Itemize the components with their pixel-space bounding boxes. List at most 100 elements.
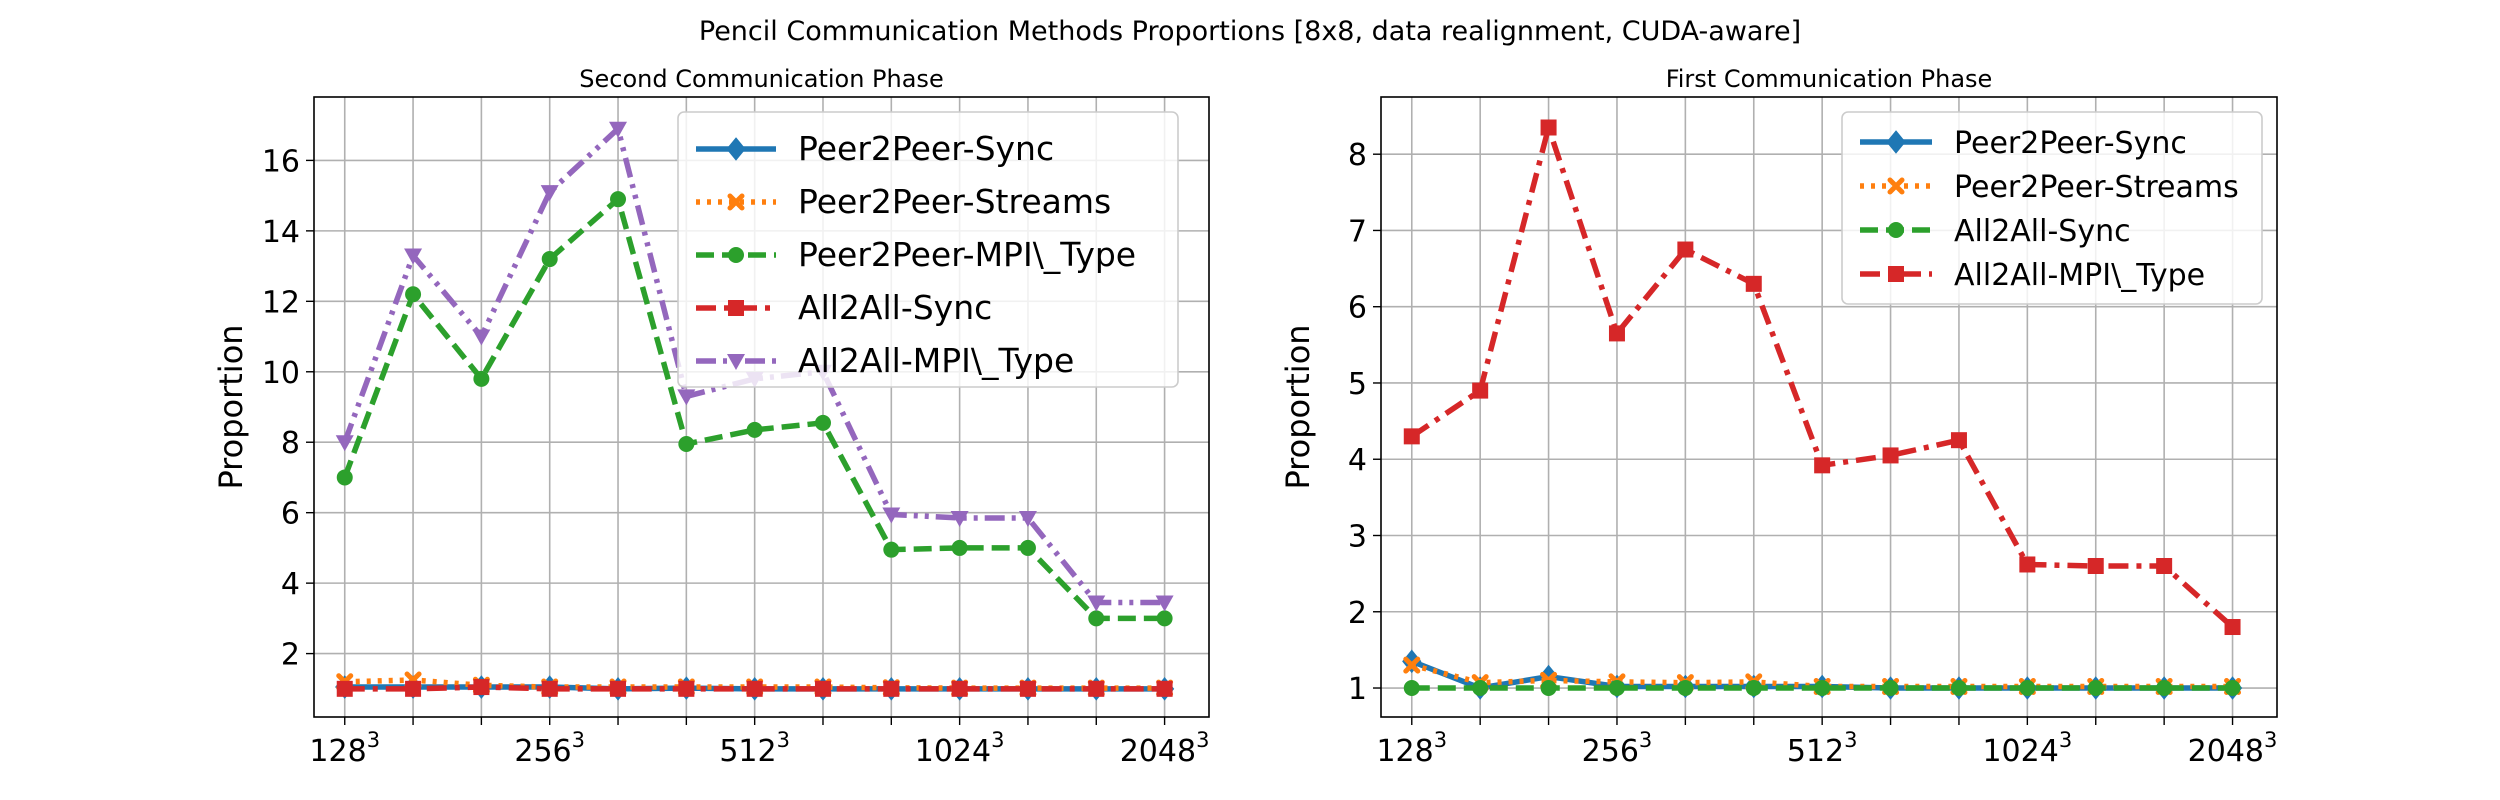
x-tick-label: 2563 bbox=[1582, 728, 1653, 769]
data-point bbox=[746, 421, 763, 438]
data-point bbox=[883, 680, 900, 697]
chart-first-communication-phase: First Communication Phase 1 2 3 4 5 6 7 8 1283 256… bbox=[1279, 65, 2278, 769]
legend-marker bbox=[726, 137, 746, 161]
legend-item-all2all-sync: All2All-Sync bbox=[1860, 214, 2131, 249]
legend-marker bbox=[1888, 266, 1904, 282]
y-tick-label: 1 bbox=[1348, 672, 1367, 707]
data-point bbox=[951, 680, 968, 697]
y-tick-label: 8 bbox=[281, 426, 300, 461]
plot-title: Second Communication Phase bbox=[579, 65, 943, 93]
x-tick-label: 10243 bbox=[915, 728, 1005, 769]
legend-box bbox=[1841, 111, 2263, 305]
x-tick-label: 1283 bbox=[1376, 728, 1447, 769]
legend-item-all2all-sync: All2All-Sync bbox=[696, 288, 992, 327]
legend-item-peer2peer-sync: Peer2Peer-Sync bbox=[696, 129, 1054, 168]
legend-marker bbox=[1887, 177, 1905, 195]
legend-label: Peer2Peer-Sync bbox=[798, 129, 1054, 168]
x-tick-label: 2563 bbox=[514, 728, 585, 769]
data-point bbox=[1950, 680, 1967, 697]
x-tick-label: 20483 bbox=[2188, 728, 2278, 769]
data-point bbox=[472, 329, 491, 346]
data-point bbox=[1472, 680, 1489, 697]
series-all2all-mpi-type bbox=[1403, 119, 2241, 636]
legend-label: All2All-Sync bbox=[798, 288, 992, 327]
data-point bbox=[1403, 656, 1421, 674]
y-tick-label: 6 bbox=[281, 497, 300, 532]
data-point bbox=[1088, 610, 1105, 627]
legend-label: Peer2Peer-Streams bbox=[1954, 170, 2239, 205]
data-point bbox=[1403, 428, 1420, 445]
x-tick-label: 10243 bbox=[1982, 728, 2072, 769]
y-tick-label: 10 bbox=[262, 356, 300, 391]
series-all2all-sync bbox=[336, 679, 1173, 697]
legend: Peer2Peer-Sync Peer2Peer-Streams All2All-S… bbox=[1841, 111, 2263, 305]
data-point bbox=[950, 510, 969, 527]
series-peer2peer-mpi-type bbox=[336, 191, 1173, 627]
data-point bbox=[610, 191, 627, 208]
data-point bbox=[678, 680, 695, 697]
y-tick-label: 2 bbox=[1348, 596, 1367, 631]
y-tick-label: 7 bbox=[1348, 214, 1367, 249]
legend-item-all2all-mpi-type: All2All-MPI\_Type bbox=[1860, 258, 2205, 293]
data-point bbox=[1088, 680, 1105, 697]
x-tick-label: 5123 bbox=[719, 728, 790, 769]
data-point bbox=[2224, 680, 2241, 697]
legend-item-peer2peer-streams: Peer2Peer-Streams bbox=[1860, 170, 2239, 205]
data-point bbox=[335, 435, 354, 452]
data-point bbox=[1745, 275, 1762, 292]
data-point bbox=[883, 541, 900, 558]
data-point bbox=[1745, 680, 1762, 697]
legend-marker bbox=[728, 300, 744, 316]
legend-marker bbox=[727, 354, 745, 370]
data-point bbox=[2156, 680, 2173, 697]
data-point bbox=[2156, 558, 2173, 575]
data-point bbox=[2019, 556, 2036, 573]
data-point bbox=[1155, 595, 1174, 612]
y-tick-label: 2 bbox=[281, 638, 300, 673]
x-tick-label: 20483 bbox=[1120, 728, 1210, 769]
data-point bbox=[540, 185, 559, 202]
data-point bbox=[1087, 595, 1106, 612]
legend-item-peer2peer-sync: Peer2Peer-Sync bbox=[1860, 126, 2187, 161]
series-all2all-sync bbox=[1403, 680, 2241, 697]
data-point bbox=[2019, 680, 2036, 697]
data-point bbox=[1677, 680, 1694, 697]
data-point bbox=[1019, 680, 1036, 697]
data-point bbox=[678, 435, 695, 452]
data-point bbox=[1019, 539, 1036, 556]
legend-label: All2All-MPI\_Type bbox=[798, 341, 1074, 380]
plot-title: First Communication Phase bbox=[1666, 65, 1993, 93]
data-point bbox=[951, 539, 968, 556]
y-axis-label: Proportion bbox=[212, 324, 250, 489]
data-point bbox=[405, 680, 422, 697]
data-point bbox=[1608, 325, 1625, 342]
data-point bbox=[1540, 119, 1557, 136]
data-point bbox=[1403, 680, 1420, 697]
legend-marker bbox=[1888, 222, 1904, 238]
y-tick-label: 6 bbox=[1348, 291, 1367, 326]
data-point bbox=[541, 251, 558, 268]
data-point bbox=[814, 680, 831, 697]
y-tick-label: 16 bbox=[262, 144, 300, 179]
data-point bbox=[1608, 680, 1625, 697]
data-point bbox=[610, 680, 627, 697]
data-point bbox=[2087, 558, 2104, 575]
legend-label: Peer2Peer-Streams bbox=[798, 182, 1111, 221]
data-point bbox=[1018, 510, 1037, 527]
data-point bbox=[1156, 610, 1173, 627]
data-point bbox=[1156, 680, 1173, 697]
data-point bbox=[473, 679, 490, 696]
chart-second-communication-phase: Second Communication Phase 2 4 6 8 10 12 14 16 12… bbox=[212, 65, 1210, 769]
data-point bbox=[473, 370, 490, 387]
legend-item-peer2peer-streams: Peer2Peer-Streams bbox=[696, 182, 1111, 221]
y-tick-label: 12 bbox=[262, 285, 300, 320]
data-point bbox=[1472, 382, 1489, 399]
legend-item-all2all-mpi-type: All2All-MPI\_Type bbox=[696, 341, 1074, 380]
data-point bbox=[1814, 680, 1831, 697]
data-point bbox=[814, 414, 831, 431]
data-point bbox=[677, 389, 696, 406]
legend-label: All2All-Sync bbox=[1954, 214, 2131, 249]
data-point bbox=[1540, 680, 1557, 697]
y-tick-label: 14 bbox=[262, 215, 300, 250]
legend-marker bbox=[1886, 130, 1906, 154]
